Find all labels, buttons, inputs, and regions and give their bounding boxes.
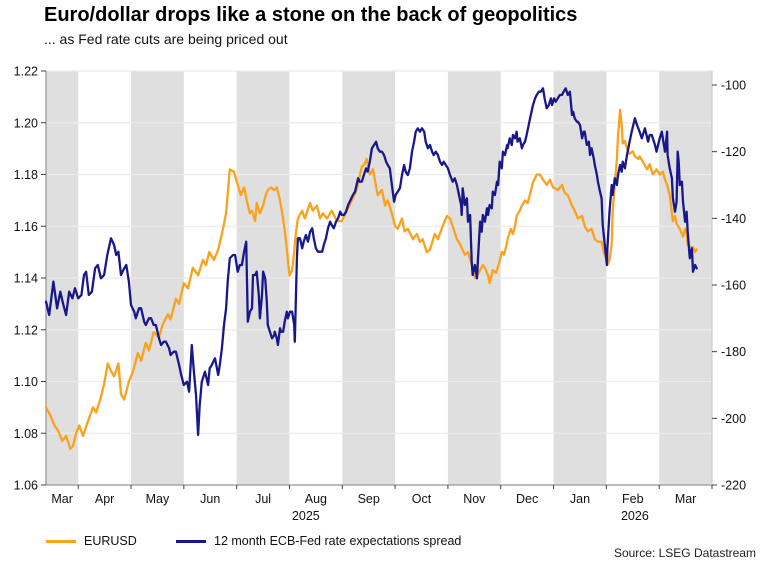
right-axis-label: -140 <box>721 212 746 226</box>
month-label: Mar <box>675 492 697 506</box>
month-label: Jun <box>200 492 220 506</box>
eurusd-legend-label: EURUSD <box>84 534 137 548</box>
legend-item-eurusd: EURUSD <box>46 533 137 549</box>
left-axis-label: 1.14 <box>14 272 38 286</box>
left-axis-label: 1.16 <box>14 220 38 234</box>
month-label: Jul <box>255 492 271 506</box>
eurusd-line-swatch <box>46 539 76 543</box>
right-axis-label: -220 <box>721 479 746 493</box>
month-label: Dec <box>516 492 538 506</box>
legend-item-spread: 12 month ECB-Fed rate expectations sprea… <box>176 533 461 549</box>
spread-line-swatch <box>176 539 206 543</box>
month-label: Mar <box>51 492 73 506</box>
right-axis-label: -120 <box>721 145 746 159</box>
month-label: Sep <box>358 492 380 506</box>
month-label: Feb <box>622 492 644 506</box>
month-label: Nov <box>463 492 486 506</box>
month-label: Aug <box>305 492 327 506</box>
eurusd-line-series <box>44 108 698 450</box>
left-axis-label: 1.06 <box>14 479 38 493</box>
source-attribution: Source: LSEG Datastream <box>613 546 756 560</box>
year-label: 2026 <box>621 509 649 523</box>
left-axis-label: 1.20 <box>14 116 38 130</box>
left-axis-label: 1.22 <box>14 65 38 79</box>
year-label: 2025 <box>292 509 320 523</box>
left-axis-label: 1.10 <box>14 375 38 389</box>
right-axis-label: -160 <box>721 279 746 293</box>
right-axis-label: -200 <box>721 412 746 426</box>
chart-title: Euro/dollar drops like a stone on the ba… <box>44 4 578 26</box>
month-label: Jan <box>570 492 590 506</box>
chart-subtitle: ... as Fed rate cuts are being priced ou… <box>44 31 288 47</box>
left-axis-label: 1.08 <box>14 427 38 441</box>
left-axis-label: 1.18 <box>14 168 38 182</box>
month-label: May <box>146 492 170 506</box>
right-axis-label: -100 <box>721 79 746 93</box>
spread-line-series <box>44 87 698 437</box>
right-axis-label: -180 <box>721 345 746 359</box>
spread-legend-label: 12 month ECB-Fed rate expectations sprea… <box>214 534 462 548</box>
month-label: Apr <box>95 492 114 506</box>
chart-legend: EURUSD 12 month ECB-Fed rate expectation… <box>0 533 760 551</box>
month-label: Oct <box>412 492 432 506</box>
left-axis-label: 1.12 <box>14 323 38 337</box>
